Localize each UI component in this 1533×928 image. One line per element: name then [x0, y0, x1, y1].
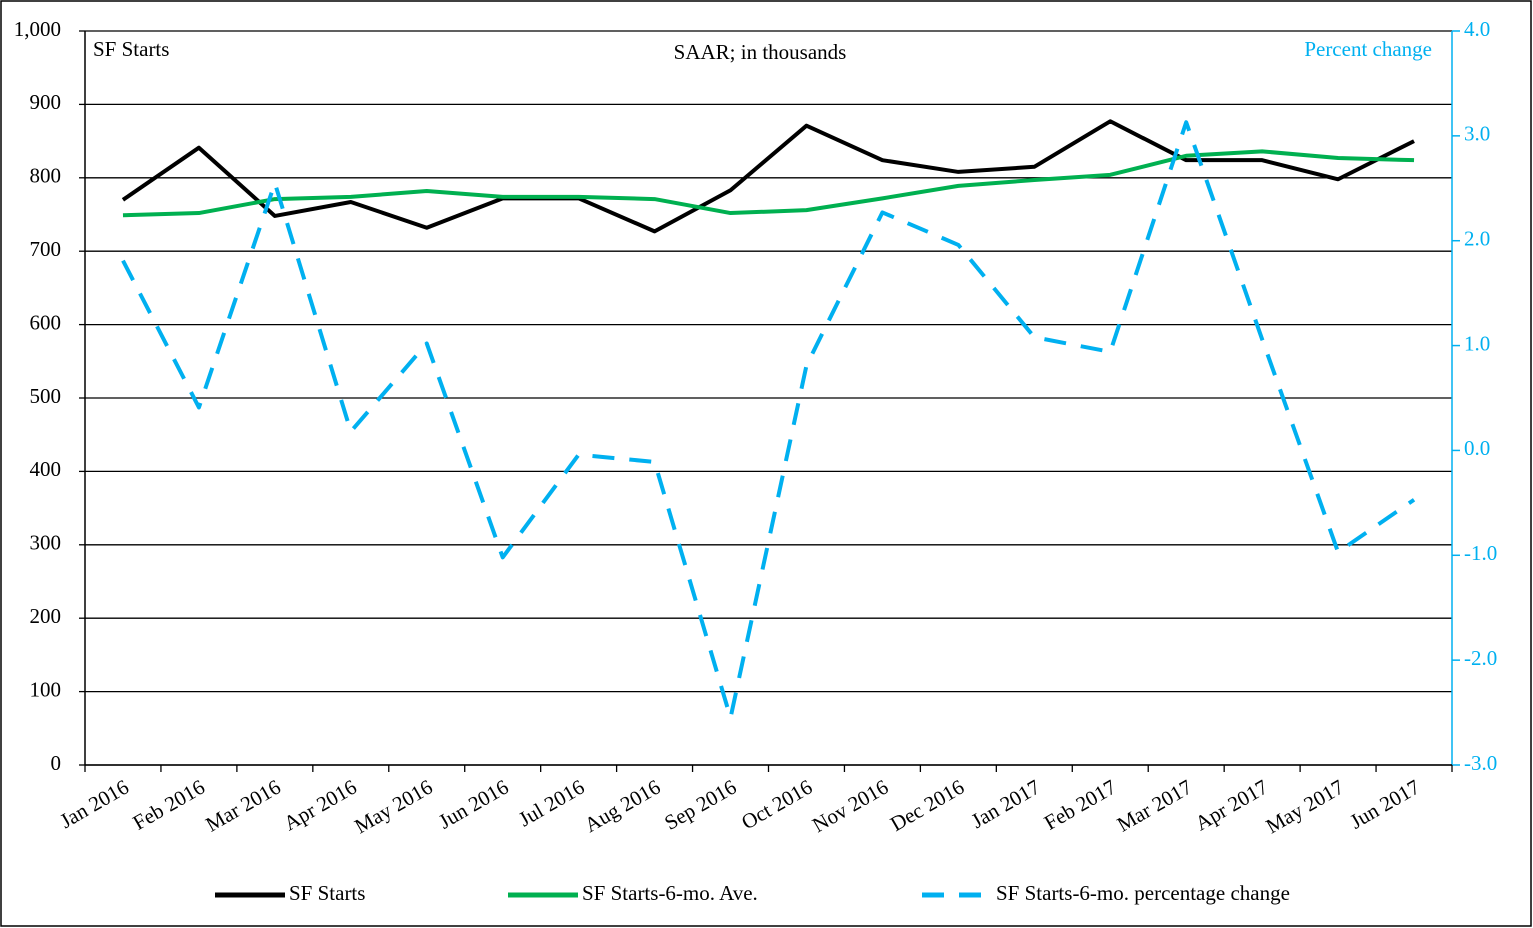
series-line [121, 120, 1416, 720]
y2-tick-label: 2.0 [1464, 227, 1490, 251]
legend-label: SF Starts-6-mo. percentage change [996, 881, 1290, 905]
y2-axis-label: Percent change [1304, 37, 1432, 61]
y2-tick-label: -2.0 [1464, 646, 1497, 670]
x-tick-label: Jul 2016 [514, 775, 588, 832]
y-tick-label: 800 [30, 164, 62, 188]
x-tick-label: Jun 2016 [434, 775, 512, 834]
y-tick-label: 300 [30, 531, 62, 555]
y-tick-label: 600 [30, 310, 62, 334]
x-tick-label: Apr 2016 [279, 775, 360, 836]
x-tick-label: Feb 2016 [129, 775, 209, 835]
y2-tick-label: 4.0 [1464, 17, 1490, 41]
subtitle: SAAR; in thousands [674, 40, 847, 64]
x-tick-label: Nov 2016 [808, 775, 892, 837]
y-tick-label: 200 [30, 604, 62, 628]
y-tick-label: 400 [30, 457, 62, 481]
legend-label: SF Starts [289, 881, 365, 905]
x-tick-label: Apr 2017 [1191, 775, 1272, 836]
x-tick-label: Feb 2017 [1040, 775, 1120, 835]
y-tick-label: 1,000 [14, 17, 61, 41]
x-tick-label: Oct 2016 [737, 775, 816, 835]
annotation: SF Starts [93, 37, 169, 61]
y2-tick-label: 0.0 [1464, 436, 1490, 460]
x-tick-label: Jan 2017 [967, 775, 1044, 833]
x-tick-label: Aug 2016 [580, 775, 664, 837]
y2-tick-label: 3.0 [1464, 122, 1490, 146]
y-tick-label: 0 [51, 751, 62, 775]
x-tick-label: Dec 2016 [886, 775, 968, 836]
y-tick-label: 700 [30, 237, 62, 261]
y-tick-label: 100 [30, 677, 62, 701]
x-tick-label: May 2017 [1262, 775, 1348, 839]
y2-tick-label: -1.0 [1464, 541, 1497, 565]
legend-label: SF Starts-6-mo. Ave. [582, 881, 758, 905]
y-tick-label: 500 [30, 384, 62, 408]
x-tick-label: Jan 2016 [56, 775, 133, 833]
y-tick-label: 900 [30, 90, 62, 114]
x-tick-label: May 2016 [350, 775, 436, 839]
y2-tick-label: -3.0 [1464, 751, 1497, 775]
y2-tick-label: 1.0 [1464, 331, 1490, 355]
x-tick-label: Jun 2017 [1346, 775, 1424, 834]
x-tick-label: Sep 2016 [660, 775, 740, 835]
x-tick-label: Mar 2016 [202, 775, 285, 837]
x-tick-label: Mar 2017 [1113, 775, 1196, 837]
